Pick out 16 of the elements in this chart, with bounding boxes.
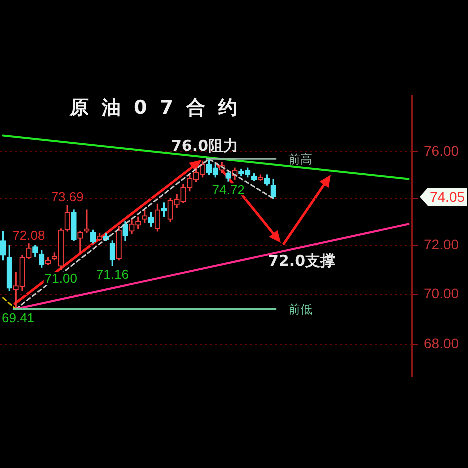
ref-line-label: 前高 <box>288 152 313 166</box>
y-tick-label: 76.00 <box>424 142 460 159</box>
chart-title: 原油07合约 <box>70 96 250 120</box>
y-tick-label: 68.00 <box>424 336 460 352</box>
annotation: 71.00 <box>44 271 78 286</box>
annotation: 74.72 <box>212 182 245 198</box>
annotation: 73.69 <box>51 190 84 205</box>
annotation: 69.41 <box>2 310 35 326</box>
annotation: 72.08 <box>12 228 46 243</box>
annotation: 76.0阻力 <box>171 136 239 155</box>
annotation: 71.16 <box>96 267 129 282</box>
annotation: 72.0支撑 <box>268 252 336 270</box>
ref-line-label: 前低 <box>288 302 313 316</box>
y-tick-label: 70.00 <box>424 285 460 302</box>
y-tick-label: 72.00 <box>424 236 460 253</box>
text: 74.05 <box>430 188 466 205</box>
